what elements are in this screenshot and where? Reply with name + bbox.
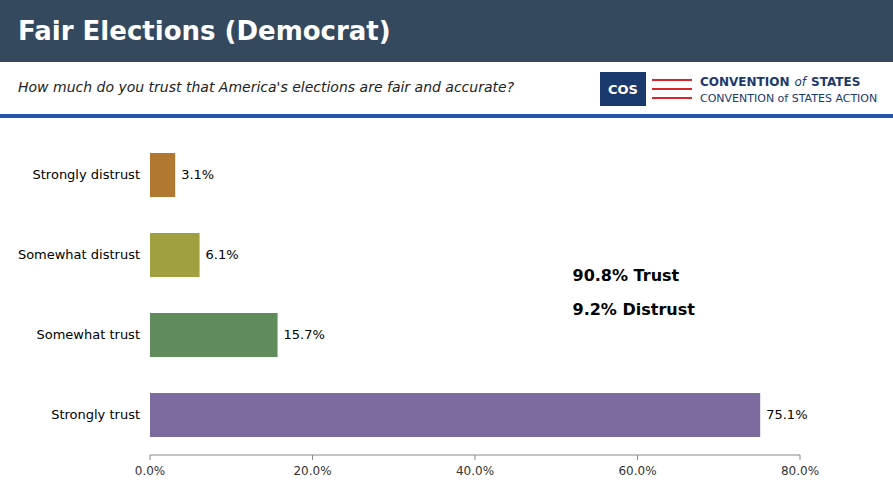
divider [0, 114, 893, 118]
page: {"chart_data": { "type": "bar", "orienta… [0, 0, 893, 501]
category-label: Somewhat trust [37, 327, 141, 342]
data-label: 3.1% [181, 167, 214, 182]
annotation-text: 9.2% Distrust [573, 300, 696, 319]
badge-word: of [794, 75, 807, 89]
badge-stripe [652, 97, 692, 99]
bar [150, 153, 175, 197]
header-band [0, 0, 893, 62]
y-axis: Strongly trust Somewhat trust Somewhat dis… [18, 167, 140, 422]
annotation: 90.8% Trust 9.2% Distrust [573, 266, 696, 319]
tick [800, 455, 801, 460]
bar [150, 233, 200, 277]
data-labels: 75.1% 15.7% 6.1% 3.1% [181, 167, 807, 422]
tick [150, 455, 151, 460]
badge-line: CONVENTION of STATES [700, 75, 860, 89]
badge-text: COS [608, 82, 638, 97]
badge-stripe [652, 79, 692, 81]
category-label: Strongly distrust [33, 167, 140, 182]
badge-word: STATES [811, 75, 860, 89]
tick [312, 455, 313, 460]
tick [637, 455, 638, 460]
badge-stripe [652, 88, 692, 90]
category-label: Strongly trust [51, 407, 140, 422]
subtitle: How much do you trust that America's ele… [18, 79, 515, 95]
badge-word: CONVENTION [700, 75, 789, 89]
tick [475, 455, 476, 460]
category-label: Somewhat distrust [18, 247, 140, 262]
tick-label: 40.0% [456, 464, 494, 478]
tick-label: 60.0% [618, 464, 656, 478]
tick-label: 0.0% [135, 464, 166, 478]
data-label: 75.1% [766, 407, 807, 422]
annotation-text: 90.8% Trust [573, 266, 680, 285]
chart: Fair Elections (Democrat) How much do you… [0, 0, 893, 501]
data-label: 15.7% [284, 327, 325, 342]
bar [150, 313, 278, 357]
bar [150, 393, 760, 437]
title: Fair Elections (Democrat) [18, 16, 391, 46]
tick-label: 80.0% [781, 464, 819, 478]
bars [150, 153, 760, 437]
badge-caption: CONVENTION of STATES ACTION [700, 92, 877, 105]
badge: COSCONVENTIONofSTATESCONVENTION of STATE… [600, 72, 877, 106]
tick-label: 20.0% [293, 464, 331, 478]
x-axis: 0.0% 20.0% 40.0% 60.0% 80.0% [135, 455, 819, 478]
badge-box [600, 72, 646, 106]
data-label: 6.1% [206, 247, 239, 262]
